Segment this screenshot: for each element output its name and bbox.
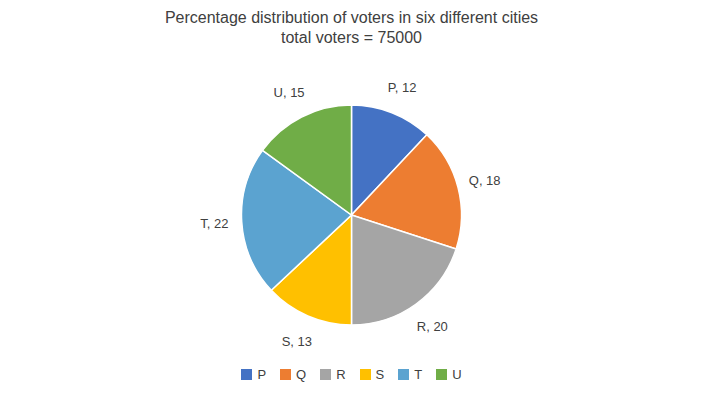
- svg-text:S, 13: S, 13: [282, 334, 312, 349]
- svg-text:Q, 18: Q, 18: [469, 173, 501, 188]
- svg-text:R, 20: R, 20: [417, 319, 448, 334]
- html-text:U: U: [452, 367, 462, 382]
- html-text:S: S: [375, 367, 385, 382]
- html-text:R: R: [336, 367, 346, 382]
- svg-text:T, 22: T, 22: [200, 216, 228, 231]
- svg-text:P, 12: P, 12: [388, 80, 417, 95]
- html-text:P: P: [257, 367, 267, 382]
- html-text:T: T: [414, 367, 423, 382]
- html-text:Q: Q: [296, 367, 307, 382]
- html-text:Percentage distribution of vot: Percentage distribution of voters in six…: [164, 9, 539, 46]
- svg-text:U, 15: U, 15: [274, 85, 305, 100]
